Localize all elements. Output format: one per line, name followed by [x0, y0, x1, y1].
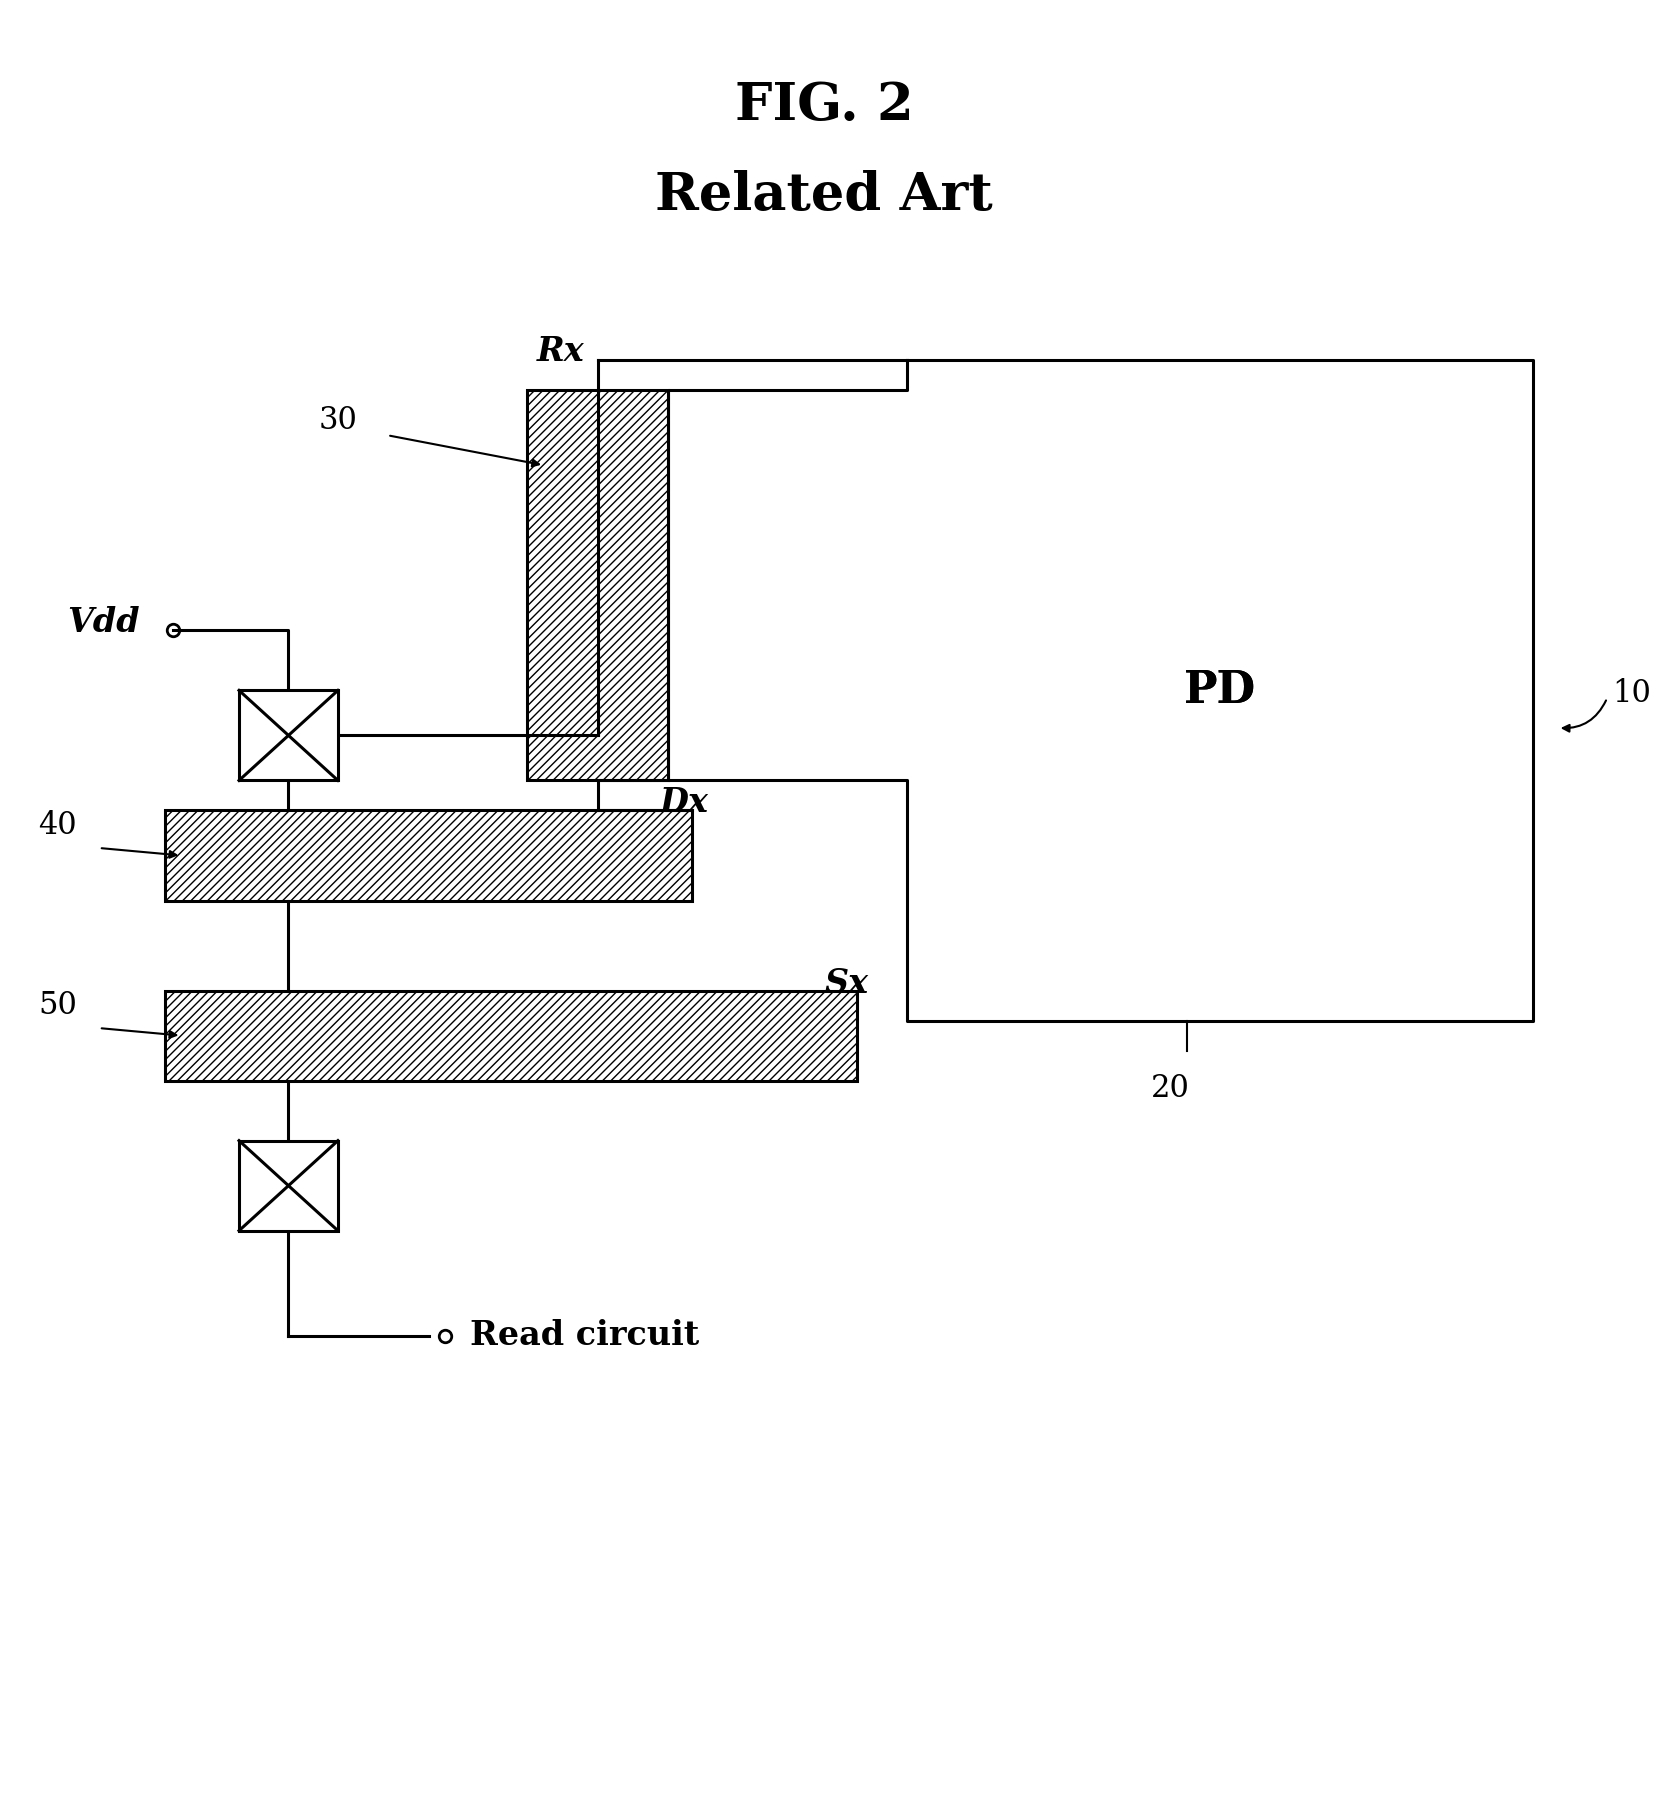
Text: 50: 50: [38, 991, 76, 1021]
Text: Sx: Sx: [825, 967, 868, 1000]
Text: PD: PD: [1185, 668, 1256, 711]
Text: Rx: Rx: [536, 335, 584, 367]
Text: Vdd: Vdd: [68, 607, 139, 639]
Bar: [164, 810, 692, 900]
Bar: [239, 1140, 338, 1230]
Text: 40: 40: [38, 810, 76, 841]
Text: Related Art: Related Art: [655, 169, 994, 220]
Text: Read circuit: Read circuit: [469, 1320, 698, 1353]
Bar: [906, 360, 1533, 1021]
Text: 30: 30: [319, 405, 357, 436]
Bar: [164, 991, 858, 1081]
Text: 20: 20: [1151, 1073, 1190, 1104]
Text: 10: 10: [1613, 677, 1651, 710]
Bar: [239, 690, 338, 780]
Bar: [528, 391, 667, 780]
Text: Dx: Dx: [659, 787, 708, 819]
Text: FIG. 2: FIG. 2: [735, 79, 914, 130]
Text: PD: PD: [1185, 668, 1256, 711]
